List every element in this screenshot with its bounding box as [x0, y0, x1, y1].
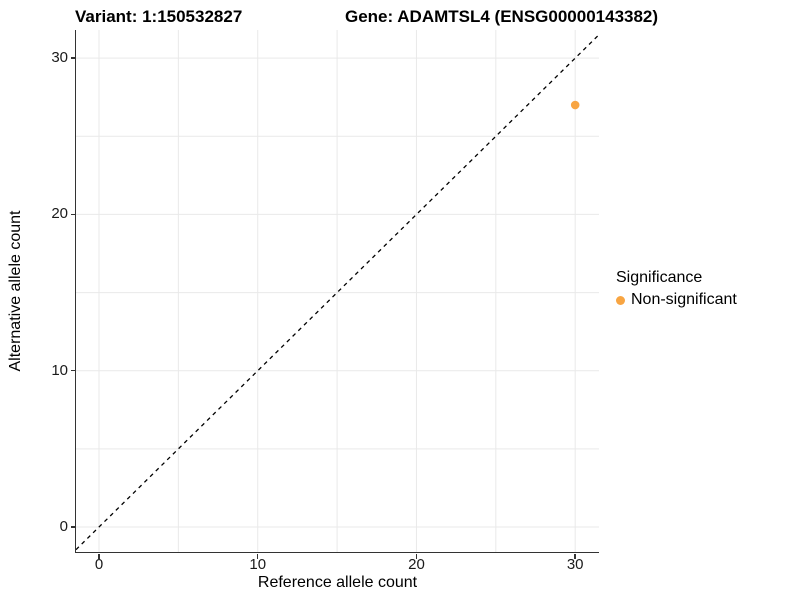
data-point	[570, 100, 579, 110]
x-tick-mark	[415, 553, 418, 559]
legend-title: Significance	[616, 269, 703, 286]
plot-title-variant: Variant: 1:150532827	[75, 7, 243, 26]
plot-title-gene: Gene: ADAMTSL4 (ENSG00000143382)	[345, 7, 659, 26]
x-tick-mark	[256, 553, 259, 559]
legend-item-label: Non-significant	[631, 291, 737, 308]
y-tick-mark	[71, 213, 76, 216]
x-tick-mark	[574, 553, 576, 559]
plot-panel	[74, 30, 599, 553]
y-tick-label: 10	[51, 361, 68, 379]
x-tick-label: 0	[94, 556, 104, 573]
y-tick-label: 0	[59, 517, 68, 535]
y-tick-label: 30	[51, 49, 68, 67]
x-axis-title: Reference allele count	[257, 574, 418, 591]
y-tick-mark	[71, 526, 76, 528]
x-tick-label: 20	[408, 556, 425, 573]
x-tick-mark	[98, 553, 100, 559]
legend-item-non-significant: Non-significant	[616, 291, 737, 309]
x-tick-label: 10	[249, 556, 267, 573]
x-tick-label: 30	[566, 556, 584, 573]
legend: Significance Non-significant	[616, 268, 737, 309]
y-tick-mark	[71, 369, 76, 372]
y-tick-mark	[71, 57, 76, 59]
legend-point-icon	[616, 295, 625, 305]
y-axis-title: Alternative allele count	[7, 210, 24, 372]
y-tick-label: 20	[51, 205, 68, 223]
identity-dashed-line	[75, 34, 599, 551]
scatter-plot-canvas	[75, 30, 599, 552]
